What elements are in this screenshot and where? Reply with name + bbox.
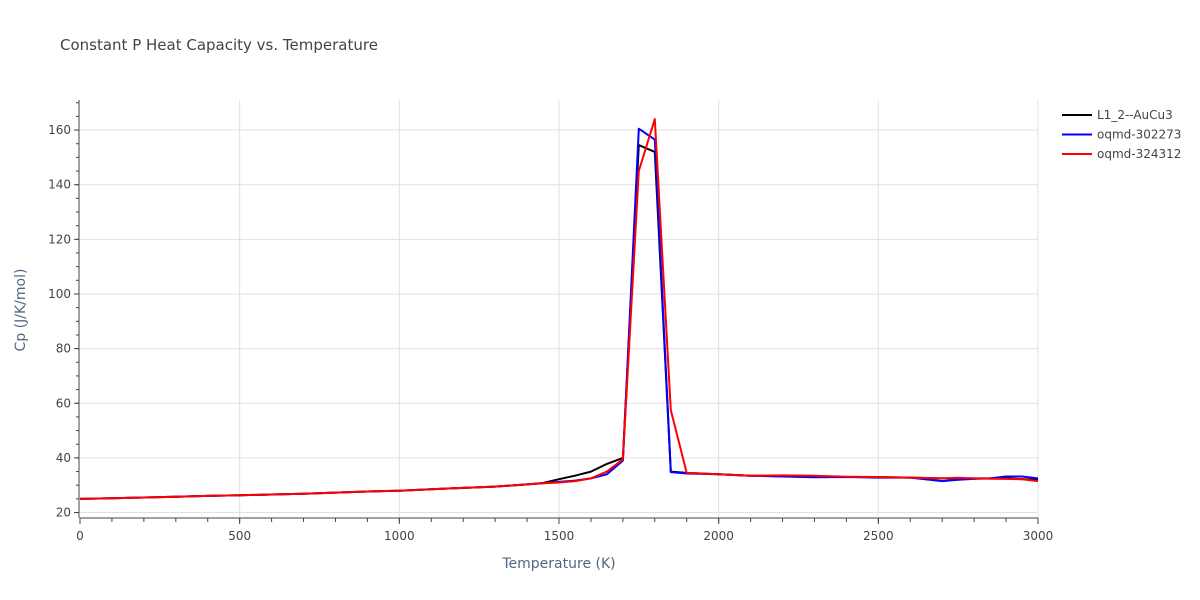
x-axis-title: Temperature (K) [501,556,615,572]
chart-title: Constant P Heat Capacity vs. Temperature [60,36,378,54]
x-tick-label: 1000 [384,529,415,543]
axes: 20 40 60 80 100 120 140 160 0 500 1000 1500 2000 2500… [48,100,1053,543]
legend-label: oqmd-324312 [1097,147,1181,161]
legend-item-1[interactable]: L1_2--AuCu3 [1062,108,1173,122]
x-tick-label: 2500 [863,529,894,543]
x-tick-label: 1500 [544,529,575,543]
legend-item-2[interactable]: oqmd-302273 [1062,128,1181,142]
y-tick-label: 160 [48,123,71,137]
legend-label: oqmd-302273 [1097,128,1181,142]
grid-lines [80,100,1039,518]
y-tick-label: 20 [56,506,71,520]
legend-item-3[interactable]: oqmd-324312 [1062,147,1181,161]
x-tick-label: 2000 [703,529,734,543]
x-tick-label: 0 [76,529,84,543]
y-tick-label: 140 [48,178,71,192]
y-axis-title: Cp (J/K/mol) [13,269,29,352]
x-tick-label: 3000 [1023,529,1054,543]
y-tick-label: 120 [48,232,71,246]
legend-label: L1_2--AuCu3 [1097,108,1173,122]
y-tick-label: 80 [56,342,71,356]
series-line-3 [79,118,1039,500]
y-tick-label: 100 [48,287,71,301]
x-tick-label: 500 [228,529,251,543]
legend: L1_2--AuCu3 oqmd-302273 oqmd-324312 [1062,108,1181,161]
y-tick-label: 60 [56,396,71,410]
y-tick-label: 40 [56,451,71,465]
series-lines [79,118,1039,500]
